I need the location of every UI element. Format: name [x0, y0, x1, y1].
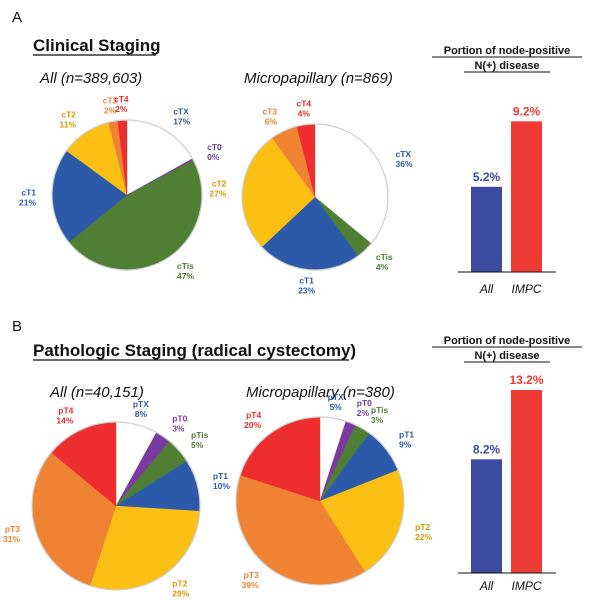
pie-value-pt0: 2% [357, 408, 370, 418]
pie-value-pt4: 14% [56, 416, 73, 426]
pie-value-ctx: 17% [173, 117, 190, 127]
bar-impc [511, 121, 542, 272]
pie-value-ctx: 36% [396, 159, 413, 169]
pie-value-ptx: 5% [329, 402, 342, 412]
bar-value-label-impc: 9.2% [513, 104, 541, 118]
pie-value-ptx: 8% [135, 409, 148, 419]
panel-letter-a: A [12, 9, 22, 26]
pie-value-pt3: 31% [3, 534, 20, 544]
pie-value-ct1: 23% [298, 286, 315, 296]
pie-label-ct1: cT1 [21, 187, 36, 197]
bar-impc [511, 390, 542, 573]
clinical-staging-title: Clinical Staging [33, 36, 161, 55]
pie-label-ptx: pTX [133, 399, 149, 409]
pie-outline [51, 119, 203, 271]
bar-value-label-all: 8.2% [473, 442, 501, 456]
pie-value-ctis: 4% [376, 262, 389, 272]
pie-slice-ptx [320, 417, 346, 501]
pie-label-ctis: cTis [376, 252, 393, 262]
bar-value-label-impc: 13.2% [509, 373, 543, 387]
pie-label-ct2: cT2 [212, 179, 227, 189]
bar-category-label-all: All [479, 282, 494, 296]
pie-slice-ptx [116, 422, 157, 506]
bar-b-title-line1: Portion of node-positive [444, 335, 571, 347]
pie-value-pt1: 9% [399, 440, 412, 450]
pie-value-pt4: 20% [244, 420, 261, 430]
pie-value-ct4: 2% [115, 104, 128, 114]
pie-value-ct0: 0% [207, 152, 220, 162]
bar-all [471, 459, 502, 573]
pie-label-ct4: cT4 [296, 99, 311, 109]
pie-label-pt0: pT0 [357, 398, 372, 408]
pie-label-ct2: cT2 [61, 110, 76, 120]
pie-value-pt0: 3% [172, 423, 185, 433]
bar-category-label-impc: IMPC [512, 579, 542, 593]
pie-label-ptx: pTX [328, 392, 344, 402]
pie-b-all-title: All (n=40,151) [49, 384, 144, 401]
pie-label-ctx: cTX [396, 149, 412, 159]
panel-letter-b: B [12, 318, 22, 335]
bar-category-label-all: All [479, 579, 494, 593]
pie-label-ctis: cTis [177, 261, 194, 271]
pie-label-ptis: pTis [371, 405, 389, 415]
bar-chart-clinical: 5.2% All 9.2% IMPC [458, 104, 556, 296]
pie-label-ct0: cT0 [207, 142, 222, 152]
pie-label-pt1: pT1 [213, 471, 228, 481]
pie-label-pt4: pT4 [58, 406, 73, 416]
pie-label-ctx: cTX [173, 107, 189, 117]
pie-slice-ctx [315, 124, 389, 244]
pie-value-pt2: 29% [172, 589, 189, 599]
pie-label-ct4: cT4 [114, 94, 129, 104]
pie-outline [235, 416, 405, 586]
pie-value-ct4: 4% [298, 109, 311, 119]
bar-category-label-impc: IMPC [512, 282, 542, 296]
pie-value-ct3: 6% [265, 117, 278, 127]
pie-label-ct1: cT1 [299, 276, 314, 286]
pie-outline [241, 123, 389, 271]
pie-value-ptis: 5% [191, 440, 204, 450]
pie-value-ct1: 21% [19, 197, 36, 207]
pathologic-staging-title: Pathologic Staging (radical cystectomy) [33, 341, 356, 360]
bar-chart-pathologic: 8.2% All 13.2% IMPC [458, 373, 556, 593]
pie-label-pt4: pT4 [246, 410, 261, 420]
bar-a-title-line2: N(+) disease [474, 60, 539, 72]
bar-all [471, 186, 502, 272]
pie-label-pt1: pT1 [399, 430, 414, 440]
pie-value-pt3: 39% [242, 580, 259, 590]
pie-label-pt2: pT2 [415, 522, 430, 532]
pie-value-ct2: 11% [59, 120, 76, 130]
pie-label-ct3: cT3 [103, 96, 118, 106]
pie-value-ct2: 27% [209, 189, 226, 199]
pie-value-ct3: 2% [104, 106, 117, 116]
pie-label-pt3: pT3 [5, 524, 20, 534]
bar-value-label-all: 5.2% [473, 170, 501, 184]
pie-label-ct3: cT3 [262, 107, 277, 117]
pie-value-ptis: 3% [371, 415, 384, 425]
pie-label-pt2: pT2 [172, 579, 187, 589]
pie-label-ptis: pTis [191, 430, 209, 440]
pie-value-ctis: 47% [177, 271, 194, 281]
bar-b-title-line2: N(+) disease [474, 350, 539, 362]
pie-b-mp-title: Micropapillary (n=380) [246, 384, 395, 401]
pie-label-pt0: pT0 [172, 413, 187, 423]
pie-label-pt3: pT3 [244, 570, 259, 580]
pie-value-pt1: 10% [213, 481, 230, 491]
pie-outline [31, 421, 201, 591]
pie-a-all-title: All (n=389,603) [39, 70, 142, 87]
pie-value-pt2: 22% [415, 532, 432, 542]
bar-a-title-line1: Portion of node-positive [444, 45, 571, 57]
pie-a-mp-title: Micropapillary (n=869) [244, 70, 393, 87]
